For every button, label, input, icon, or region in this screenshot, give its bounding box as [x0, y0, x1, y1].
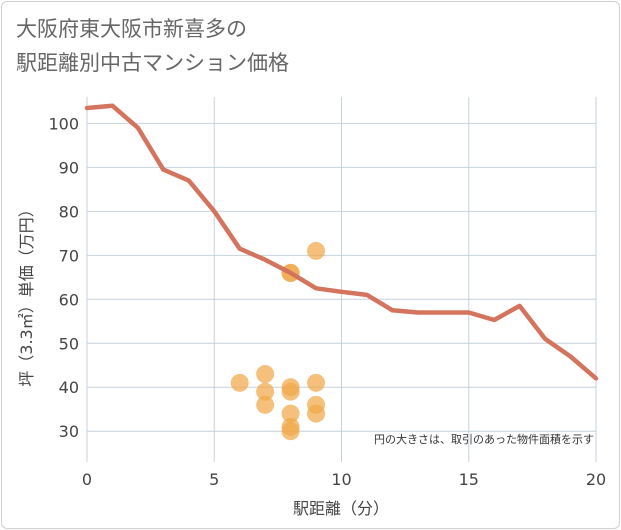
x-axis-label: 駅距離（分） — [293, 499, 389, 518]
average-price-line — [84, 103, 599, 381]
scatter-point — [256, 382, 275, 401]
y-tick-label: 70 — [59, 246, 79, 265]
scatter-point — [307, 404, 326, 423]
scatter-point — [256, 395, 275, 414]
x-tick-label: 20 — [586, 470, 606, 489]
chart-title-line-1: 大阪府東大阪市新喜多の — [16, 17, 247, 41]
chart-title-line-2: 駅距離別中古マンション価格 — [16, 51, 289, 75]
x-tick-label: 5 — [209, 470, 219, 489]
scatter-series — [230, 241, 326, 441]
grid-lines — [86, 97, 597, 462]
y-tick-label: 60 — [59, 290, 79, 309]
scatter-point — [307, 241, 326, 260]
scatter-point — [281, 404, 300, 423]
chart-title: 大阪府東大阪市新喜多の 駅距離別中古マンション価格 — [16, 12, 289, 80]
scatter-point — [256, 365, 275, 384]
y-tick-label: 30 — [59, 422, 79, 441]
scatter-point — [230, 373, 249, 392]
line-series — [84, 103, 599, 381]
y-tick-label: 80 — [59, 202, 79, 221]
y-tick-label: 50 — [59, 334, 79, 353]
scatter-point — [281, 382, 300, 401]
x-axis-ticks: 0 5 10 15 20 — [82, 470, 606, 489]
y-axis-label: 坪（3.3㎡）単価（万円） — [17, 201, 36, 386]
y-tick-label: 100 — [48, 114, 79, 133]
y-tick-label: 40 — [59, 378, 79, 397]
bubble-size-note: 円の大きさは、取引のあった物件面積を示す — [374, 432, 594, 446]
y-tick-label: 90 — [59, 158, 79, 177]
x-tick-label: 15 — [459, 470, 479, 489]
scatter-point — [307, 373, 326, 392]
x-tick-label: 10 — [331, 470, 351, 489]
x-tick-label: 0 — [82, 470, 92, 489]
scatter-point — [281, 422, 300, 441]
y-axis-ticks: 30 40 50 60 70 80 90 100 — [48, 114, 79, 441]
